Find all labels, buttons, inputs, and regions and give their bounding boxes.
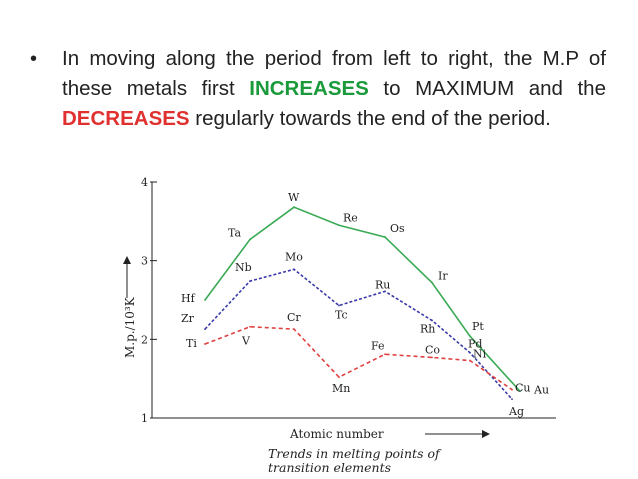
element-label: Fe (371, 339, 385, 352)
y-tick-label: 1 (141, 412, 148, 425)
bullet-text-part3: regularly towards the end of the period. (189, 107, 551, 130)
data-point (469, 335, 471, 338)
element-label: Ir (438, 270, 448, 283)
element-label: Cu (515, 382, 531, 395)
element-label: V (241, 335, 251, 348)
bullet-text-part1: In moving along the period from left to … (62, 47, 606, 100)
element-label: Pt (472, 320, 484, 333)
series-line (204, 325, 513, 391)
data-point (519, 390, 521, 393)
y-axis-label: M.p./10³K (123, 296, 137, 358)
element-label: Mn (332, 382, 350, 395)
x-axis-label: Atomic number (289, 427, 384, 441)
chart-caption-line: transition elements (268, 460, 391, 475)
element-label: W (288, 191, 300, 204)
data-point (293, 268, 295, 271)
element-label: Re (343, 211, 358, 224)
data-point (204, 328, 206, 331)
data-point (469, 351, 471, 354)
bullet-text: In moving along the period from left to … (62, 44, 606, 134)
data-point (204, 343, 206, 345)
element-label: Co (425, 343, 440, 356)
keyword-decreases: DECREASES (62, 107, 190, 130)
element-label: Ru (375, 278, 390, 291)
chart-caption-line: Trends in melting points of (268, 446, 442, 461)
data-point (204, 299, 206, 301)
data-point (249, 238, 251, 241)
bullet-paragraph: • In moving along the period from left t… (30, 44, 606, 134)
data-point (431, 356, 433, 359)
data-point (338, 376, 340, 378)
element-label: Hf (181, 292, 196, 305)
data-point (469, 359, 471, 362)
y-axis-arrowhead (123, 256, 131, 264)
keyword-increases: INCREASES (249, 77, 369, 100)
data-point (249, 325, 251, 328)
data-point (384, 290, 386, 293)
y-tick-label: 4 (141, 176, 148, 189)
element-label: Ni (473, 348, 487, 361)
element-label: Tc (335, 309, 348, 322)
data-point (384, 236, 386, 238)
element-label: Ag (508, 405, 524, 418)
data-point (431, 319, 433, 322)
series-line (204, 206, 521, 392)
data-point (293, 328, 295, 331)
data-point (511, 398, 513, 401)
element-label: Ti (186, 337, 197, 350)
data-point (338, 224, 340, 227)
data-point (511, 388, 513, 391)
x-axis-arrowhead (482, 430, 490, 438)
y-tick-label: 3 (141, 255, 148, 268)
y-tick-label: 2 (141, 333, 148, 346)
element-label: Mo (285, 250, 303, 263)
element-label: Zr (181, 312, 195, 325)
element-label: Nb (235, 261, 252, 274)
element-label: Os (390, 222, 405, 235)
series-line (204, 268, 513, 400)
element-label: Pd (468, 338, 482, 351)
data-point (338, 304, 340, 307)
data-point (431, 281, 433, 284)
element-label: Rh (420, 322, 435, 335)
data-point (293, 206, 295, 209)
bullet-marker: • (30, 48, 38, 70)
element-label: Ta (228, 226, 241, 239)
data-point (249, 280, 251, 283)
element-label: Cr (287, 311, 301, 324)
data-point (384, 353, 386, 356)
bullet-text-part2: to MAXIMUM and the (368, 77, 606, 100)
element-label: Au (533, 383, 549, 396)
